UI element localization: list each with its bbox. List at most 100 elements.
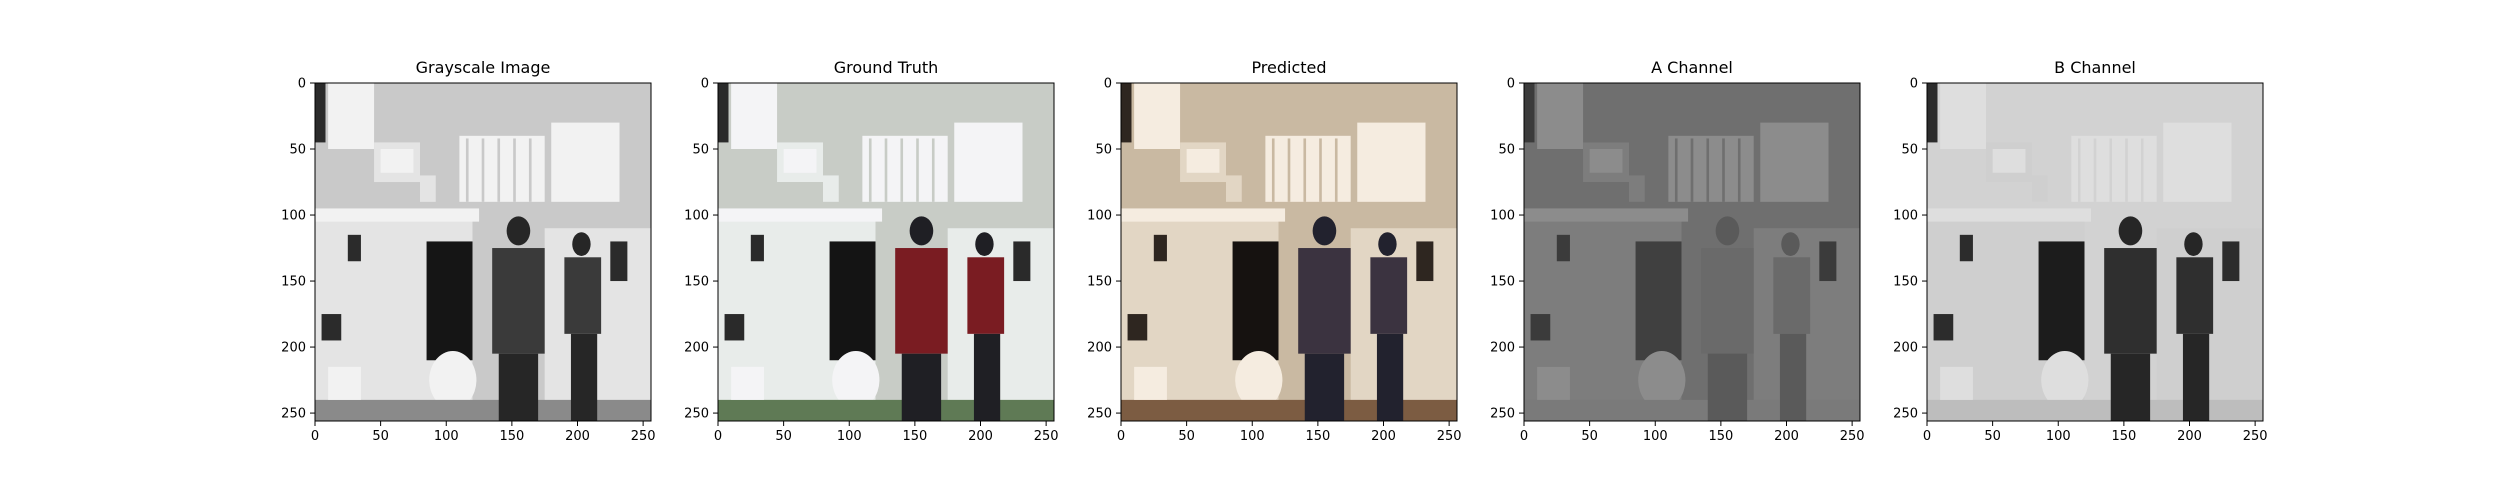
x-tick-label: 0 <box>714 429 722 444</box>
x-tick-label: 0 <box>1520 429 1528 444</box>
scene-clutter <box>1940 366 1973 400</box>
x-tick-label: 150 <box>499 429 524 444</box>
y-tick-label: 0 <box>1910 77 1918 92</box>
panel-a-channel: A Channel 0 50 100 150 200 250 0 50 100 150 200 250 <box>1490 58 1864 444</box>
scene-person-head <box>909 216 934 246</box>
panel-b-channel: B Channel 0 50 100 150 200 250 0 50 100 150 200 250 <box>1893 58 2267 444</box>
y-tick-label: 150 <box>1490 275 1515 290</box>
scene-window-mullion <box>1737 138 1741 202</box>
scene-window-mullion <box>1287 138 1291 202</box>
scene-window-mullion <box>2093 138 2097 202</box>
scene-window-center <box>2071 135 2157 202</box>
scene-vent <box>1556 234 1570 262</box>
y-tick-label: 150 <box>1893 275 1918 290</box>
scene-person-head <box>2184 232 2203 256</box>
scene-monitor-screen <box>1589 149 1623 173</box>
y-tick-label: 150 <box>684 275 709 290</box>
scene-machine-right-panel <box>1819 241 1837 282</box>
scene-window-mullion <box>2140 138 2144 202</box>
scene-window-left <box>328 83 375 150</box>
scene-monitor-small <box>823 175 839 202</box>
scene-control-box <box>724 314 745 341</box>
scene-window-mullion <box>513 138 516 202</box>
panel-ground-truth: Ground Truth 0 50 100 150 200 250 0 50 100 150 200 2… <box>684 58 1058 444</box>
scene-window-mullion <box>931 138 935 202</box>
scene-control-box <box>321 314 342 341</box>
scene-person-legs <box>1376 333 1404 421</box>
y-tick-label: 50 <box>1498 143 1515 158</box>
panel-image <box>1121 83 1457 421</box>
scene-control-box <box>1530 314 1551 341</box>
scene-window-center <box>862 135 948 202</box>
scene-person-legs <box>1779 333 1807 421</box>
scene-window-mullion <box>1706 138 1710 202</box>
x-tick-label: 0 <box>311 429 319 444</box>
scene-person-legs <box>1304 353 1345 421</box>
scene-machine-opening <box>2038 241 2085 361</box>
x-tick-label: 50 <box>1984 429 2001 444</box>
x-tick-label: 150 <box>2111 429 2136 444</box>
scene-floor <box>1524 399 1860 421</box>
y-tick-label: 50 <box>289 143 306 158</box>
scene-window-mullion <box>1303 138 1307 202</box>
scene-person-legs <box>1707 353 1748 421</box>
panel-image <box>1927 83 2263 421</box>
x-tick-label: 50 <box>1178 429 1195 444</box>
y-tick-label: 0 <box>1104 77 1112 92</box>
panel-title: Ground Truth <box>834 58 939 77</box>
scene-window-mullion <box>1319 138 1322 202</box>
scene-vent <box>1959 234 1973 262</box>
scene-window-frame <box>718 83 729 143</box>
scene-window-mullion <box>465 138 469 202</box>
panel-image <box>315 83 651 421</box>
x-tick-label: 100 <box>2046 429 2071 444</box>
scene-person-legs <box>973 333 1001 421</box>
x-tick-label: 250 <box>1840 429 1865 444</box>
scene-person-torso <box>564 257 602 334</box>
y-tick-label: 100 <box>684 209 709 224</box>
scene-window-mullion <box>497 138 501 202</box>
y-tick-label: 100 <box>1087 209 1112 224</box>
x-tick-label: 100 <box>1240 429 1265 444</box>
scene-person-torso <box>1773 257 1811 334</box>
y-tick-label: 50 <box>1095 143 1112 158</box>
y-tick-label: 200 <box>1893 341 1918 356</box>
scene-vent <box>750 234 764 262</box>
y-tick-label: 0 <box>1507 77 1515 92</box>
scene-person-torso <box>2176 257 2214 334</box>
y-tick-label: 200 <box>1087 341 1112 356</box>
x-tick-label: 250 <box>2243 429 2268 444</box>
scene-window-mullion <box>1271 138 1275 202</box>
y-tick-label: 200 <box>281 341 306 356</box>
scene-person-head <box>2118 216 2143 246</box>
x-tick-label: 200 <box>565 429 590 444</box>
scene-window-mullion <box>1334 138 1338 202</box>
x-tick-label: 200 <box>1371 429 1396 444</box>
x-tick-label: 150 <box>1305 429 1330 444</box>
scene-clutter <box>1134 366 1167 400</box>
axes-frame <box>1926 82 2264 422</box>
scene-window-center <box>1265 135 1351 202</box>
scene-person-legs <box>2110 353 2151 421</box>
y-tick-label: 150 <box>281 275 306 290</box>
scene-machine-opening <box>1635 241 1682 361</box>
scene-person-head <box>1715 216 1740 246</box>
y-tick-label: 100 <box>1893 209 1918 224</box>
scene-person-legs <box>2182 333 2210 421</box>
x-tick-label: 200 <box>968 429 993 444</box>
scene-machine-opening <box>1232 241 1279 361</box>
scene-window-mullion <box>884 138 888 202</box>
scene-clutter <box>731 366 764 400</box>
scene-machine-right-panel <box>1013 241 1031 282</box>
scene-roll <box>1235 351 1283 410</box>
scene-machine-opening <box>829 241 876 361</box>
scene-person-legs <box>498 353 539 421</box>
panel-title: Predicted <box>1251 58 1326 77</box>
x-tick-label: 100 <box>1643 429 1668 444</box>
scene-monitor-small <box>1629 175 1645 202</box>
x-tick-label: 0 <box>1923 429 1931 444</box>
x-tick-label: 50 <box>1581 429 1598 444</box>
y-tick-label: 50 <box>1901 143 1918 158</box>
x-tick-label: 200 <box>1774 429 1799 444</box>
scene-window-left <box>1940 83 1987 150</box>
